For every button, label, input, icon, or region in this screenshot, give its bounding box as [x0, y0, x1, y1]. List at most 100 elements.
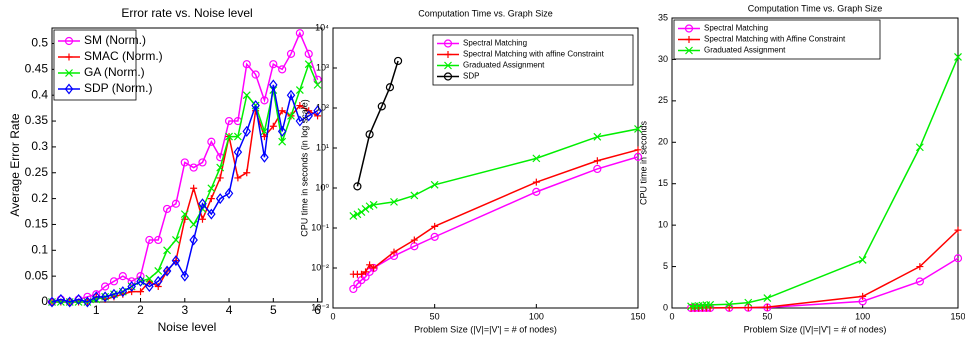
- marker: [349, 284, 358, 294]
- series-line: [51, 84, 318, 303]
- marker: [269, 60, 278, 69]
- marker: [65, 53, 73, 61]
- chart-title: Error rate vs. Noise level: [121, 6, 252, 20]
- marker: [295, 86, 304, 94]
- y-tick-label: 15: [658, 178, 668, 188]
- y-tick-label: 0: [663, 302, 668, 312]
- marker: [171, 255, 181, 267]
- x-tick-label: 0: [669, 311, 674, 321]
- marker: [763, 303, 771, 311]
- marker: [225, 132, 233, 141]
- marker: [953, 254, 963, 263]
- marker: [287, 111, 295, 120]
- marker: [65, 69, 73, 77]
- marker: [109, 288, 119, 300]
- y-tick-label: 10²: [316, 102, 329, 112]
- marker: [353, 182, 362, 191]
- marker: [172, 236, 180, 244]
- x-tick-label: 2: [137, 303, 144, 317]
- marker: [207, 208, 216, 220]
- y-tick-label: 0.5: [31, 36, 48, 50]
- legend-label: Graduated Assignment: [463, 61, 545, 70]
- y-tick-label: 0.2: [31, 191, 48, 205]
- marker: [233, 146, 243, 158]
- marker: [684, 24, 694, 33]
- marker: [390, 197, 398, 206]
- marker: [361, 204, 370, 213]
- marker: [189, 220, 198, 229]
- marker: [377, 102, 386, 111]
- marker: [744, 298, 753, 307]
- marker: [430, 232, 439, 241]
- marker: [224, 116, 234, 126]
- marker: [532, 187, 541, 196]
- marker: [634, 124, 642, 133]
- y-tick-label: 10⁻³: [311, 302, 329, 312]
- y-tick-label: 10⁰: [315, 182, 329, 192]
- legend-label: SM (Norm.): [84, 33, 146, 47]
- marker: [180, 270, 190, 282]
- marker: [304, 110, 313, 122]
- marker: [171, 199, 181, 208]
- marker: [243, 169, 251, 177]
- y-tick-label: 10⁻¹: [311, 222, 329, 232]
- y-axis-label: CPU time in seconds (in log scale): [299, 99, 309, 237]
- marker: [56, 293, 66, 305]
- marker: [154, 235, 163, 245]
- marker: [366, 261, 374, 269]
- y-tick-label: 10³: [316, 62, 329, 72]
- y-tick-label: 0: [41, 294, 48, 308]
- marker: [180, 158, 189, 167]
- legend-label: Spectral Matching: [463, 39, 527, 48]
- marker: [593, 157, 601, 165]
- x-tick-label: 150: [630, 311, 645, 321]
- marker: [47, 296, 57, 308]
- marker: [296, 102, 304, 110]
- legend-label: Graduated Assignment: [704, 46, 786, 55]
- marker: [127, 281, 136, 292]
- marker: [443, 72, 453, 81]
- marker: [145, 274, 154, 283]
- x-tick-label: 1: [93, 303, 100, 317]
- marker: [190, 184, 198, 192]
- marker: [430, 180, 439, 189]
- y-tick-label: 25: [658, 95, 668, 105]
- marker: [109, 277, 119, 286]
- marker: [251, 70, 260, 79]
- marker: [763, 294, 772, 302]
- legend-label: Spectral Matching: [704, 24, 768, 33]
- y-axis-label: Average Error Rate: [8, 113, 22, 216]
- marker: [915, 277, 924, 286]
- marker: [295, 29, 304, 38]
- marker: [593, 132, 602, 141]
- x-tick-label: 3: [181, 303, 188, 317]
- marker: [269, 122, 277, 130]
- y-tick-label: 30: [658, 54, 668, 64]
- marker: [198, 198, 207, 210]
- y-tick-label: 0.05: [25, 268, 49, 282]
- x-tick-label: 6: [314, 303, 321, 317]
- marker: [706, 300, 715, 309]
- marker: [224, 187, 234, 199]
- x-tick-label: 4: [226, 303, 233, 317]
- x-tick-label: 100: [529, 311, 544, 321]
- marker: [74, 293, 83, 305]
- y-tick-label: 0.35: [25, 113, 49, 127]
- marker: [349, 212, 358, 220]
- marker: [100, 291, 110, 303]
- marker: [127, 277, 136, 286]
- marker: [216, 174, 224, 182]
- marker: [859, 292, 867, 300]
- y-tick-label: 35: [658, 12, 668, 22]
- chart-title: Computation Time vs. Graph Size: [748, 3, 883, 13]
- x-axis-label: Problem Size (|V|=|V'| = # of nodes): [744, 324, 887, 334]
- series-line: [356, 60, 399, 187]
- marker: [207, 137, 216, 146]
- y-tick-label: 0.4: [31, 87, 48, 101]
- marker: [633, 152, 643, 161]
- marker: [954, 226, 962, 234]
- x-axis-label: Problem Size (|V|=|V'| = # of nodes): [414, 324, 557, 334]
- marker: [162, 265, 172, 277]
